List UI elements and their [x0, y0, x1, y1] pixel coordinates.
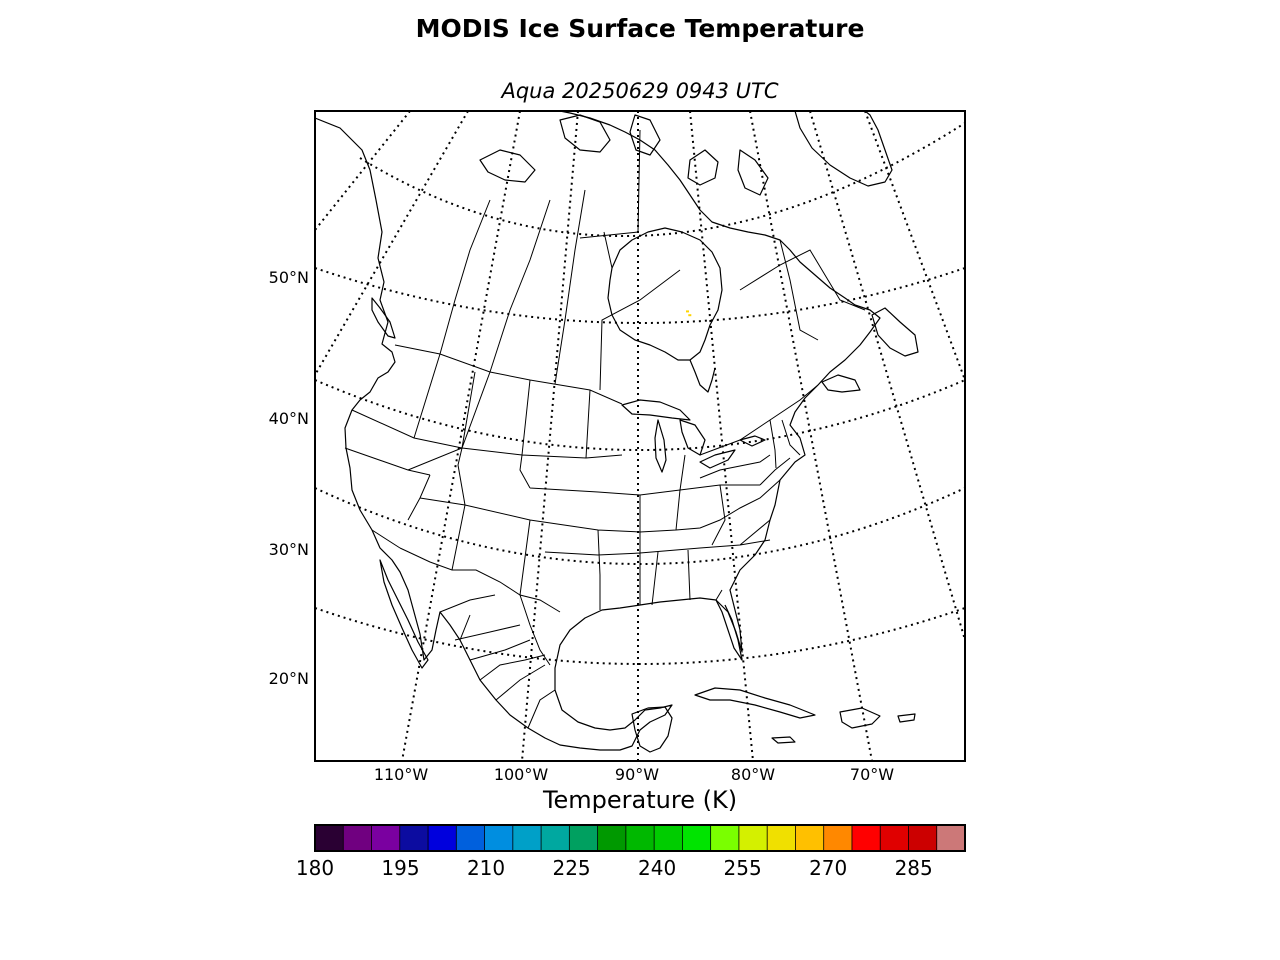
colorbar-title: Temperature (K) — [542, 786, 738, 814]
canada-province-lines — [439, 129, 866, 391]
vancouver-island — [371, 297, 396, 339]
temperature-pixel — [688, 314, 692, 317]
lat-label-50n: 50°N — [268, 268, 309, 287]
parallel-40n — [315, 379, 965, 451]
temperature-data-pixels — [686, 310, 692, 317]
lon-label-100w: 100°W — [493, 765, 549, 784]
north-america-coast — [315, 111, 881, 751]
lake-erie — [699, 449, 736, 469]
temperature-pixel — [686, 310, 689, 313]
meridian-80w — [689, 111, 754, 761]
baja-california — [379, 559, 429, 669]
us-state-lines — [344, 353, 801, 610]
coastlines — [315, 111, 919, 753]
lon-label-110w: 110°W — [373, 765, 429, 784]
colorbar-tick-label: 240 — [638, 856, 677, 880]
meridian-60w — [809, 111, 965, 641]
colorbar-tick-label: 285 — [894, 856, 933, 880]
colorbar-tick-label: 255 — [723, 856, 762, 880]
figure-title: MODIS Ice Surface Temperature — [415, 14, 865, 43]
meridian-50w — [864, 111, 965, 381]
political-borders — [344, 129, 866, 729]
us-mexico-border — [399, 547, 561, 613]
lake-ontario — [739, 435, 766, 447]
mexico-state-lines — [439, 594, 556, 729]
greenland — [794, 111, 893, 187]
puerto-rico — [897, 713, 916, 723]
colorbar-tick-label: 195 — [381, 856, 420, 880]
arctic-islands — [479, 114, 769, 196]
hispaniola — [839, 707, 881, 729]
hudson-bay — [607, 227, 723, 361]
meridian-130w — [315, 111, 411, 231]
parallel-50n — [315, 267, 965, 324]
baffin-island — [687, 149, 719, 186]
map-frame — [314, 110, 966, 762]
lake-michigan — [654, 419, 667, 473]
meridian-70w — [749, 111, 873, 761]
colorbar-tick-label: 180 — [295, 856, 335, 880]
figure-subtitle: Aqua 20250629 0943 UTC — [501, 79, 779, 103]
florida — [715, 599, 743, 661]
lat-label-20n: 20°N — [268, 669, 309, 688]
meridian-110w — [401, 111, 521, 761]
lat-label-40n: 40°N — [268, 409, 309, 428]
lon-label-80w: 80°W — [730, 765, 776, 784]
cuba — [694, 687, 816, 719]
us-canada-border — [394, 344, 819, 456]
parallel-60n — [359, 122, 965, 238]
lon-label-90w: 90°W — [614, 765, 660, 784]
parallel-20n — [315, 607, 965, 665]
lake-huron — [679, 419, 706, 456]
james-bay — [689, 359, 716, 393]
nova-scotia — [821, 374, 861, 393]
newfoundland — [871, 307, 919, 357]
lon-label-70w: 70°W — [849, 765, 895, 784]
meridian-100w — [521, 111, 579, 761]
colorbar-tick-label: 210 — [466, 856, 506, 880]
lat-label-30n: 30°N — [268, 540, 309, 559]
lake-superior — [621, 399, 691, 421]
yucatan — [631, 706, 673, 753]
colorbar-tick-label: 270 — [809, 856, 848, 880]
jamaica — [771, 736, 796, 744]
colorbar-tick-label: 225 — [552, 856, 591, 880]
map-content — [315, 111, 965, 761]
